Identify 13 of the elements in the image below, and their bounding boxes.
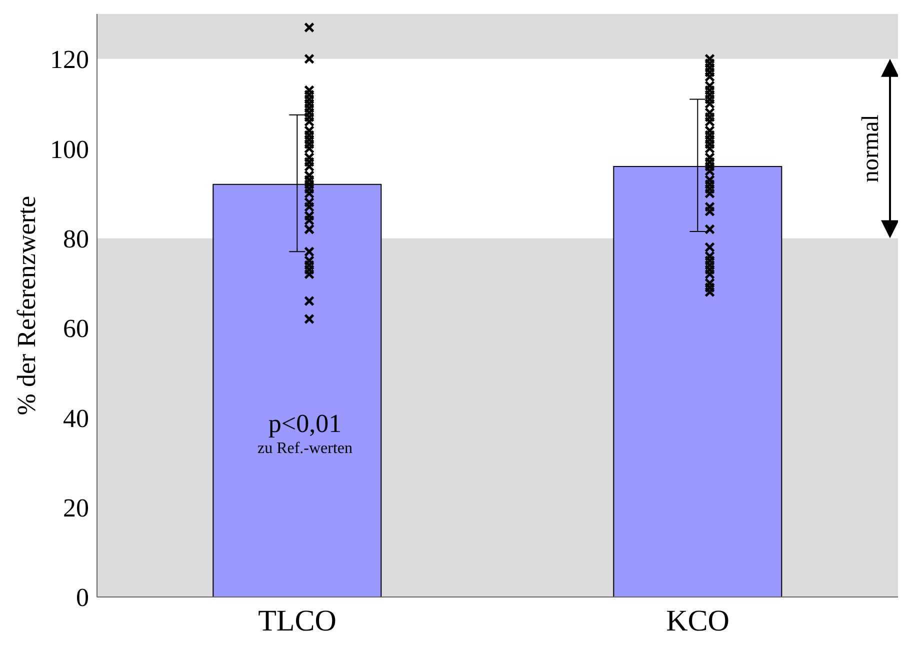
y-tick-label: 100 <box>50 134 89 164</box>
annotation: zu Ref.-werten <box>256 439 354 459</box>
x-tick-label: KCO <box>666 604 730 638</box>
y-tick-label: 80 <box>63 224 89 254</box>
x-tick-label: TLCO <box>258 604 336 638</box>
y-tick-label: 0 <box>76 583 89 612</box>
y-tick-label: 120 <box>50 45 89 74</box>
annotation: p<0,01 <box>267 409 343 439</box>
band-label: normal <box>858 114 884 183</box>
y-tick-label: 20 <box>63 494 89 523</box>
y-tick-label: 60 <box>63 314 89 344</box>
y-tick-label: 40 <box>63 404 89 433</box>
y-axis-title: % der Referenzwerte <box>12 196 42 416</box>
